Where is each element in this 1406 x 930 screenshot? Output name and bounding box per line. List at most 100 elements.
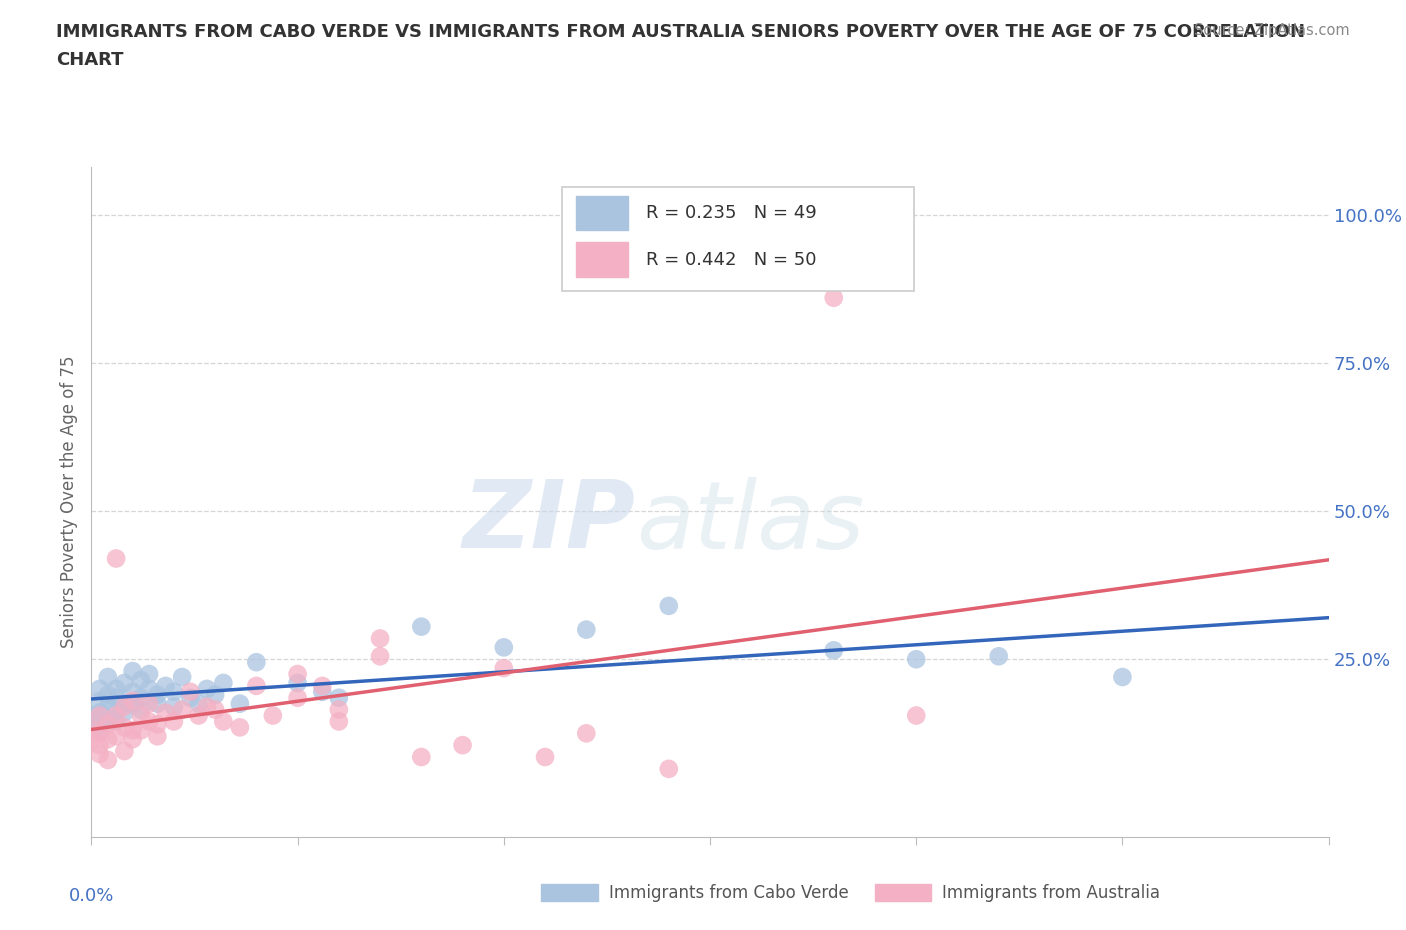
Y-axis label: Seniors Poverty Over the Age of 75: Seniors Poverty Over the Age of 75 [59, 356, 77, 648]
Point [80, 708, 103, 723]
Point [287, 667, 309, 682]
Point [287, 675, 309, 690]
Point [80, 717, 103, 732]
Text: Immigrants from Cabo Verde: Immigrants from Cabo Verde [609, 884, 849, 902]
Point [146, 697, 169, 711]
Point [245, 655, 267, 670]
Point [146, 729, 169, 744]
Text: 0.0%: 0.0% [69, 887, 114, 905]
Point [987, 649, 1010, 664]
Point [129, 723, 152, 737]
Point [105, 714, 128, 729]
Point [112, 744, 135, 759]
Point [311, 684, 333, 699]
Point [187, 697, 209, 711]
Point [138, 697, 160, 711]
Point [823, 643, 845, 658]
Point [658, 599, 681, 614]
Point [195, 699, 218, 714]
Point [89, 693, 111, 708]
Point [138, 714, 160, 729]
Point [163, 699, 186, 714]
Point [105, 729, 128, 744]
Point [105, 690, 128, 705]
Point [97, 711, 120, 726]
Point [368, 631, 391, 646]
Point [172, 702, 194, 717]
Text: ZIP: ZIP [463, 476, 636, 568]
Point [163, 684, 186, 699]
Point [112, 675, 135, 690]
Point [112, 720, 135, 735]
Point [97, 699, 120, 714]
Point [411, 619, 433, 634]
Point [105, 682, 128, 697]
Point [129, 708, 152, 723]
Text: IMMIGRANTS FROM CABO VERDE VS IMMIGRANTS FROM AUSTRALIA SENIORS POVERTY OVER THE: IMMIGRANTS FROM CABO VERDE VS IMMIGRANTS… [56, 23, 1305, 41]
Point [80, 723, 103, 737]
Text: R = 0.235   N = 49: R = 0.235 N = 49 [645, 204, 817, 222]
Point [229, 697, 252, 711]
Point [575, 622, 598, 637]
Point [138, 667, 160, 682]
Point [204, 702, 226, 717]
Point [105, 708, 128, 723]
Point [155, 705, 177, 720]
Point [1111, 670, 1133, 684]
Point [105, 551, 128, 566]
Text: R = 0.442   N = 50: R = 0.442 N = 50 [645, 251, 817, 269]
Point [534, 750, 557, 764]
Point [121, 732, 143, 747]
Point [97, 717, 120, 732]
Point [89, 737, 111, 752]
Point [129, 672, 152, 687]
Point [229, 720, 252, 735]
Point [121, 723, 143, 737]
Point [287, 690, 309, 705]
Point [368, 649, 391, 664]
FancyBboxPatch shape [576, 195, 628, 231]
Point [212, 714, 235, 729]
Point [328, 690, 350, 705]
Point [138, 682, 160, 697]
Point [121, 693, 143, 708]
Point [905, 652, 928, 667]
Point [492, 640, 515, 655]
FancyBboxPatch shape [561, 188, 914, 291]
Point [204, 687, 226, 702]
Point [451, 737, 474, 752]
Point [105, 702, 128, 717]
Point [575, 725, 598, 740]
Point [112, 697, 135, 711]
Point [121, 664, 143, 679]
Text: Source: ZipAtlas.com: Source: ZipAtlas.com [1194, 23, 1350, 38]
Point [172, 670, 194, 684]
Point [89, 747, 111, 762]
Point [823, 290, 845, 305]
Point [80, 732, 103, 747]
Point [905, 708, 928, 723]
Point [89, 725, 111, 740]
Text: CHART: CHART [56, 51, 124, 69]
Point [89, 723, 111, 737]
Point [155, 679, 177, 694]
Point [97, 752, 120, 767]
Text: Immigrants from Australia: Immigrants from Australia [942, 884, 1160, 902]
Point [121, 697, 143, 711]
Point [89, 708, 111, 723]
Point [411, 750, 433, 764]
Point [187, 708, 209, 723]
Point [311, 679, 333, 694]
Point [212, 675, 235, 690]
Point [112, 705, 135, 720]
Point [146, 687, 169, 702]
Point [179, 684, 201, 699]
Point [97, 732, 120, 747]
Point [121, 684, 143, 699]
FancyBboxPatch shape [576, 243, 628, 277]
Point [97, 687, 120, 702]
Text: atlas: atlas [636, 477, 865, 568]
Point [112, 699, 135, 714]
Point [146, 717, 169, 732]
Point [89, 705, 111, 720]
